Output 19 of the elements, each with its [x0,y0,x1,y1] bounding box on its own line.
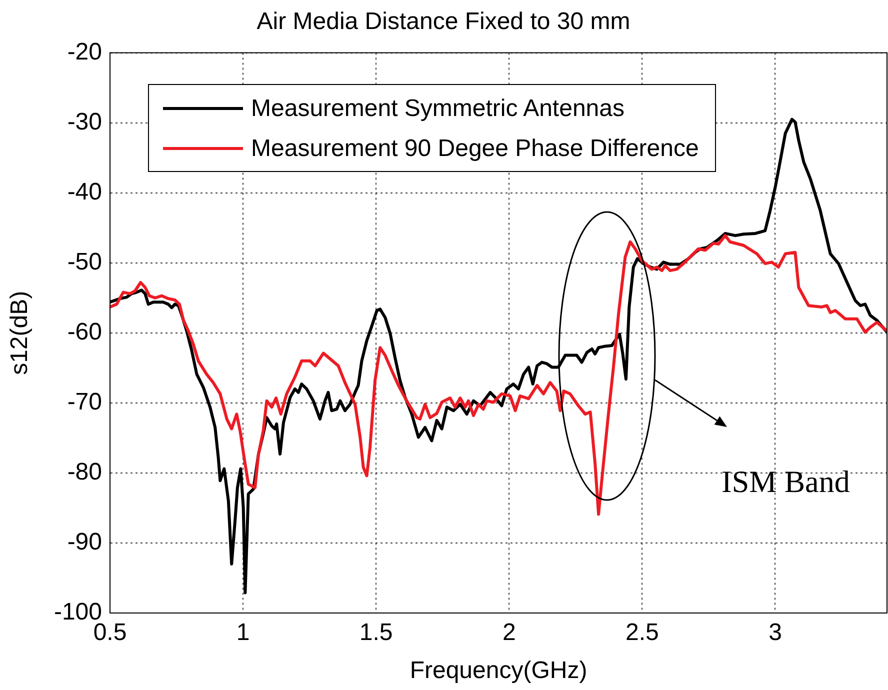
y-tick-label: -60 [67,318,102,346]
y-tick-label: -90 [67,528,102,556]
annotation: ISM Band [722,464,850,499]
x-tick-label: 1 [236,619,250,646]
y-axis-title: s12(dB) [6,290,34,375]
x-tick-label: 2.5 [626,619,659,646]
legend-label: Measurement Symmetric Antennas [251,94,624,124]
y-tick-label: -30 [67,108,102,136]
y-tick-label: -80 [67,458,102,486]
x-tick-label: 1.5 [359,619,393,646]
y-tick-label: -40 [67,178,102,206]
legend-label: Measurement 90 Degee Phase Difference [251,134,699,164]
y-tick-label: -50 [67,248,102,276]
x-axis-title: Frequency(GHz) [410,657,588,684]
y-tick-label: -70 [67,388,102,416]
x-tick-label: 3 [768,619,782,646]
x-tick-label: 2 [502,619,516,646]
chart-title: Air Media Distance Fixed to 30 mm [256,8,630,36]
y-tick-label: -20 [67,38,102,66]
